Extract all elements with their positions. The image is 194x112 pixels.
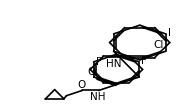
Text: HN: HN [106, 59, 121, 69]
Text: F: F [141, 56, 147, 66]
Text: Cl: Cl [153, 40, 164, 50]
Text: O: O [77, 80, 85, 90]
Text: O: O [88, 67, 96, 77]
Text: NH: NH [90, 92, 106, 102]
Text: F: F [96, 57, 102, 67]
Text: I: I [168, 28, 171, 38]
